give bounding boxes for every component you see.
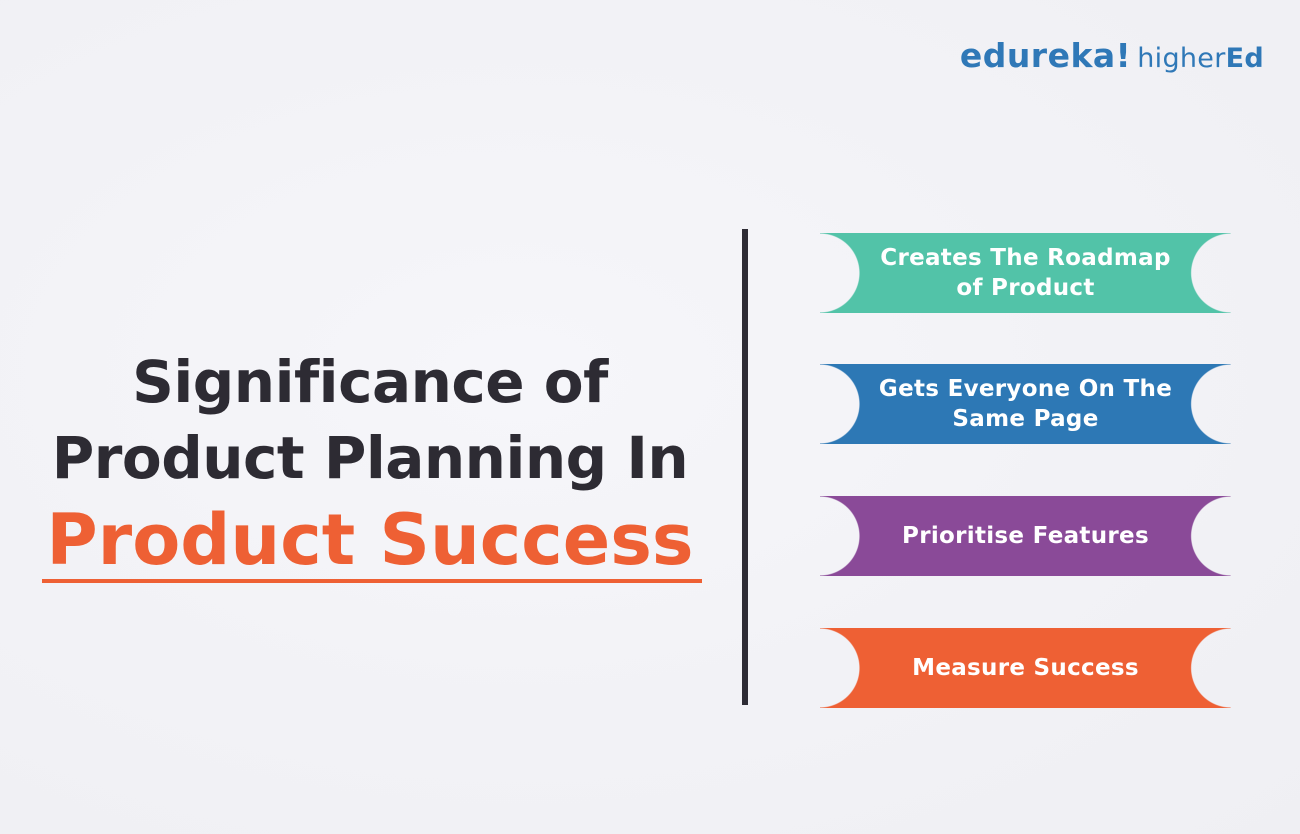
logo-sub-light: higher bbox=[1137, 43, 1226, 74]
banner-label: Gets Everyone On The Same Page bbox=[878, 376, 1173, 432]
banner-label: Prioritise Features bbox=[902, 523, 1149, 549]
banner-label: Measure Success bbox=[912, 655, 1139, 681]
banner-label: Creates The Roadmap of Product bbox=[880, 245, 1171, 301]
title-accent: Product Success bbox=[46, 499, 694, 581]
vertical-divider bbox=[742, 229, 748, 705]
logo-sub-bold: Ed bbox=[1225, 43, 1264, 74]
title-underline bbox=[42, 579, 702, 583]
edureka-logo: edureka! higherEd bbox=[960, 36, 1264, 75]
title-line-1: Significance of bbox=[132, 348, 608, 416]
page-title: Significance of Product Planning In Prod… bbox=[30, 344, 710, 584]
banner-same-page: Gets Everyone On The Same Page bbox=[820, 364, 1231, 444]
logo-sub: higherEd bbox=[1137, 43, 1264, 74]
banner-prioritise: Prioritise Features bbox=[820, 496, 1231, 576]
banner-roadmap: Creates The Roadmap of Product bbox=[820, 233, 1231, 313]
banner-measure: Measure Success bbox=[820, 628, 1231, 708]
logo-brand: edureka! bbox=[959, 36, 1132, 75]
title-line-2: Product Planning In bbox=[51, 424, 689, 492]
